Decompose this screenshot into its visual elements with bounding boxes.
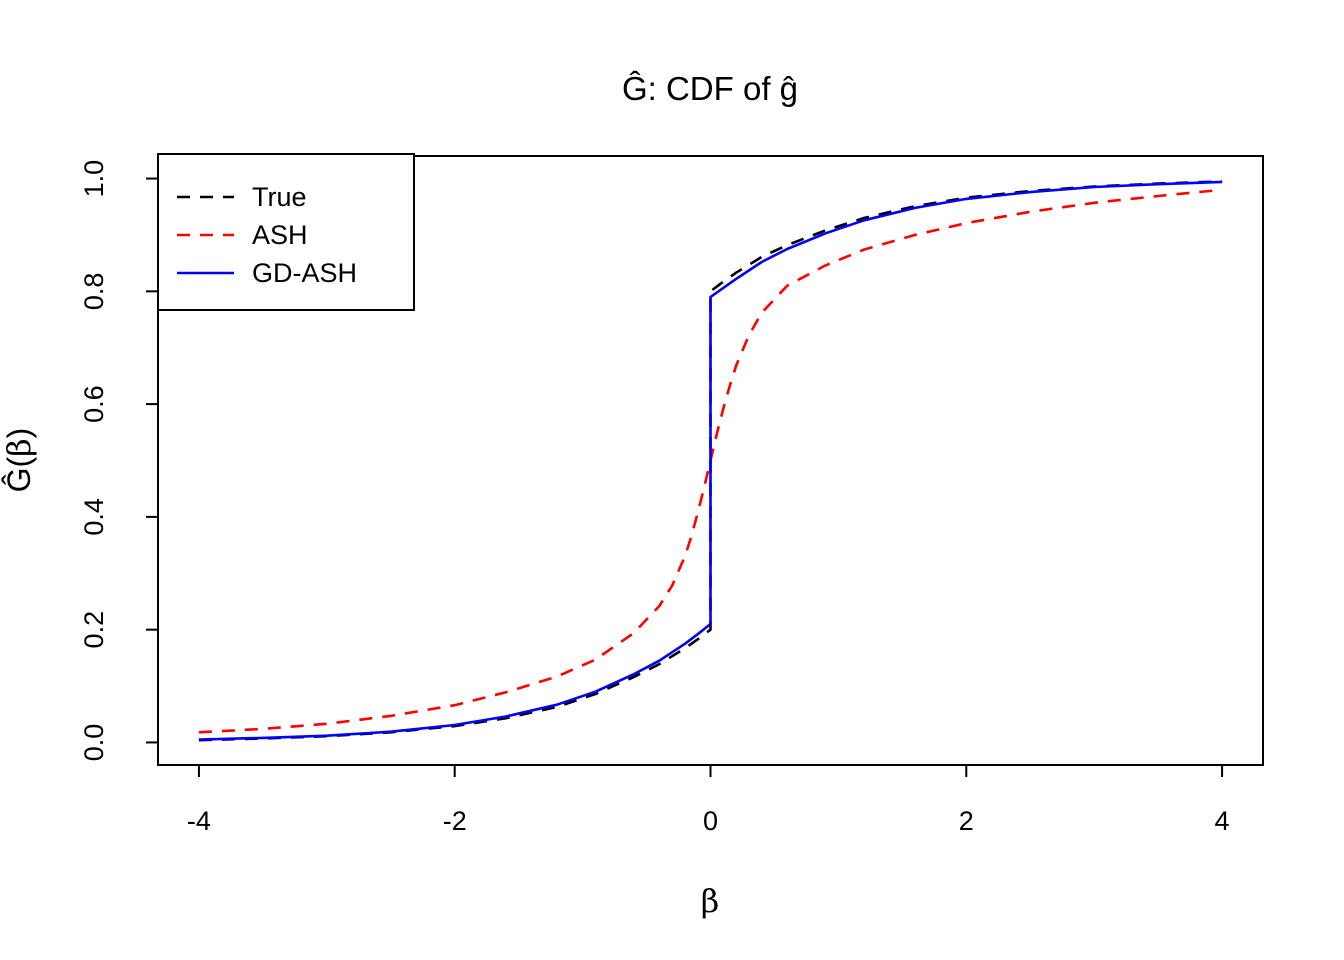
y-tick-label: 0.2 [79, 611, 109, 649]
y-tick-label: 0.4 [79, 498, 109, 536]
x-tick-label: -2 [443, 806, 467, 836]
y-label-text: Ĝ( [1, 456, 37, 492]
legend: True ASH GD-ASH [157, 153, 415, 311]
axes: -4 -2 0 2 4 0.0 0.2 0.4 0.6 0.8 1.0 [79, 155, 1264, 836]
y-tick-label: 0.0 [79, 724, 109, 762]
y-label-beta: β [0, 438, 38, 457]
x-tick-label: -4 [187, 806, 211, 836]
series-line-gd-ash [198, 180, 1223, 741]
x-axis-label: β [701, 882, 720, 920]
legend-label-ash: ASH [252, 220, 308, 250]
y-tick-label: 0.8 [79, 273, 109, 311]
legend-label-gd-ash: GD-ASH [252, 258, 357, 288]
y-tick-label: 0.6 [79, 385, 109, 423]
x-tick-label: 0 [703, 806, 718, 836]
x-tick-label: 4 [1215, 806, 1230, 836]
x-tick-label: 2 [959, 806, 974, 836]
y-label-text: ) [1, 428, 37, 439]
legend-label-true: True [252, 182, 307, 212]
plot-title: Ĝ: CDF of ĝ [622, 70, 798, 107]
legend-box [157, 153, 415, 311]
series-group [198, 180, 1223, 742]
y-axis-label: Ĝ(β) [0, 428, 38, 493]
y-tick-label: 1.0 [79, 160, 109, 198]
